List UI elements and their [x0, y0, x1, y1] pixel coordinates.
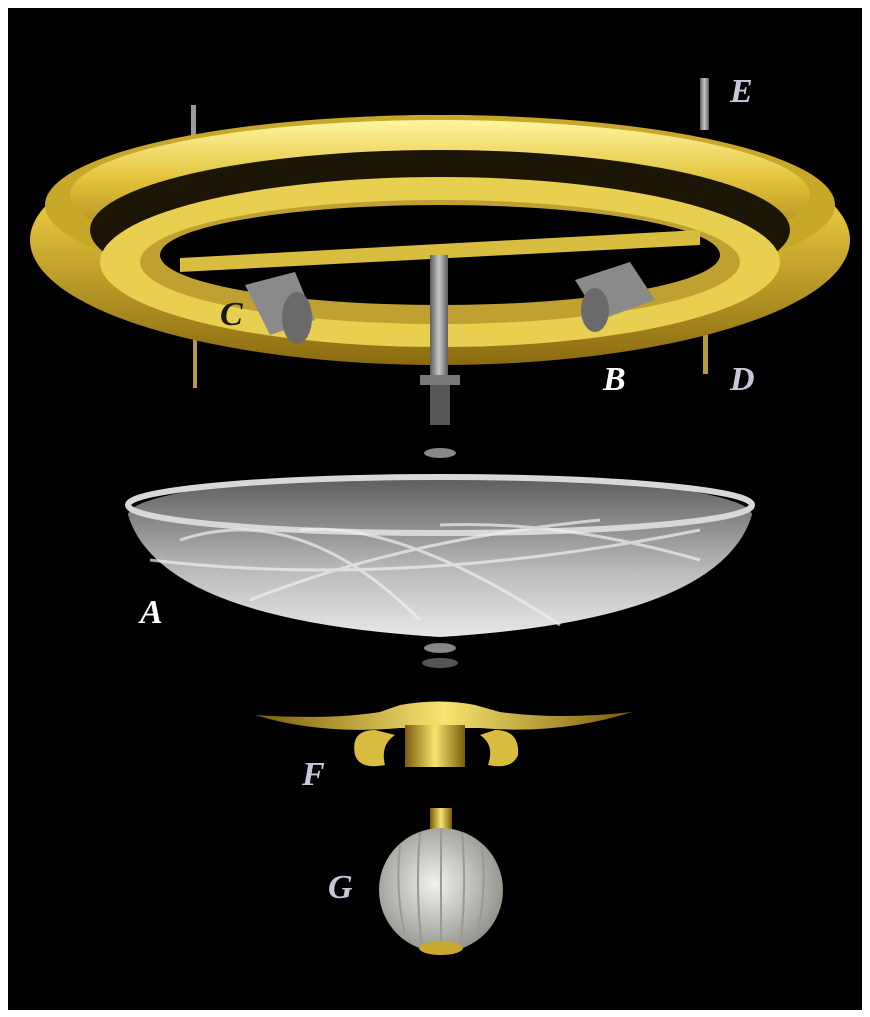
screw	[191, 105, 196, 135]
label: A	[138, 594, 163, 631]
diagram: E C B D A F G	[0, 0, 870, 1017]
page: {"labels": ["E", "C", "B", "D", "A", "F"…	[0, 0, 870, 1017]
washer	[422, 658, 458, 668]
washer	[424, 643, 456, 653]
label: E	[729, 73, 753, 110]
label: C	[220, 296, 243, 333]
label: B	[602, 361, 626, 398]
label: D	[729, 361, 755, 398]
screw	[700, 78, 709, 130]
label: G	[328, 869, 353, 906]
label: F	[301, 756, 325, 793]
